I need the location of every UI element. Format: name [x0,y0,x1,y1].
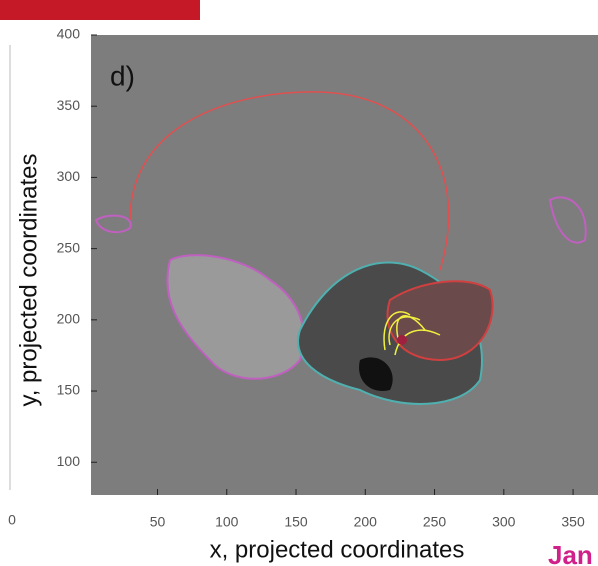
cropped-banner [0,0,200,20]
chart: 50 100 150 200 250 300 350 100 150 200 250 300 350 40… [0,0,598,566]
image-area [91,35,598,495]
y-tick-label: 250 [57,239,81,255]
x-tick-label: 100 [215,514,239,530]
y-tick-label: 350 [57,97,81,113]
x-tick-label: 300 [492,514,516,530]
y-tick-label: 400 [57,26,81,42]
y-tick-label: 200 [57,311,81,327]
x-axis-label: x, projected coordinates [210,536,465,563]
y-tick-label: 150 [57,382,81,398]
x-tick-label: 250 [423,514,447,530]
x-tick-label: 50 [150,514,166,530]
y-axis-label: y, projected coordinates [15,153,42,406]
origin-label: 0 [8,512,16,528]
x-tick-label: 350 [561,514,585,530]
y-tick-label: 100 [57,453,81,469]
y-tick-label: 300 [57,168,81,184]
cropped-text: Jan [548,540,593,566]
x-tick-label: 150 [284,514,308,530]
panel-label: d) [110,60,135,91]
x-tick-label: 200 [354,514,378,530]
